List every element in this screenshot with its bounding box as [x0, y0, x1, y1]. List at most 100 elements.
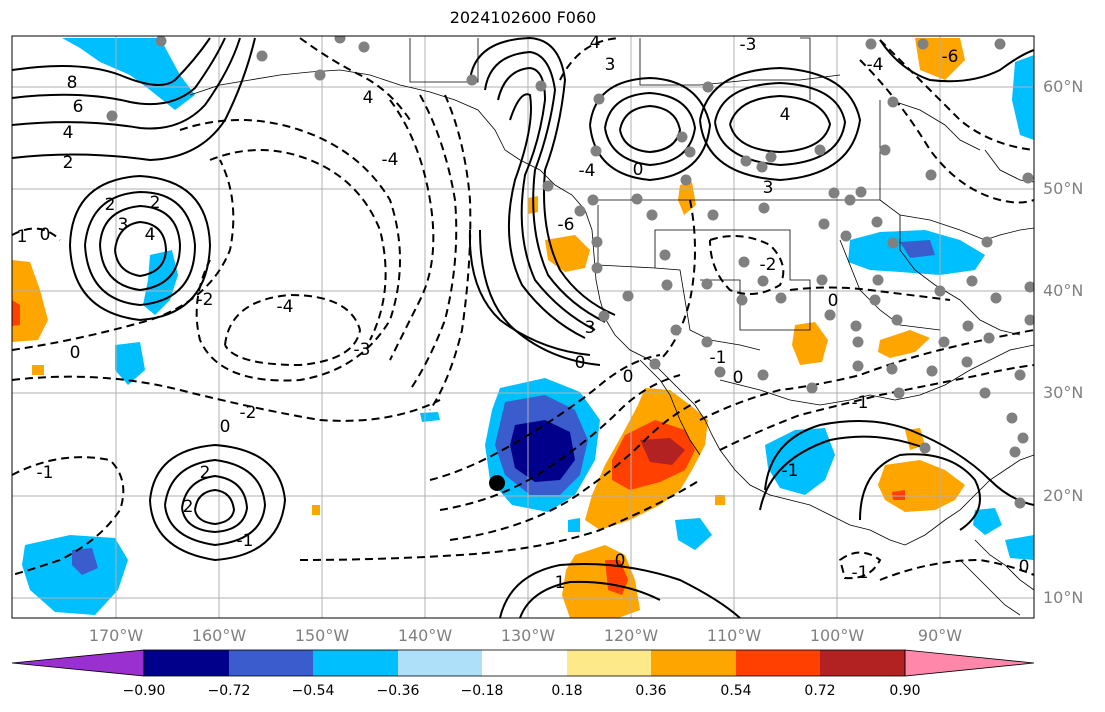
shade-red-left-edge: [12, 300, 20, 326]
shade-orange-left-edge: [12, 260, 48, 342]
contour-label: 2: [183, 497, 194, 517]
contour-label: 2: [150, 193, 161, 213]
shade-blue-tiny-b: [568, 518, 580, 532]
colorbar-extend-right: [904, 649, 1035, 677]
shaded-fields: [12, 38, 1034, 618]
contour-label: 0: [575, 353, 586, 373]
contour-south-2: [519, 580, 661, 618]
contour-label: -2: [760, 255, 777, 275]
low-center-rings-4: [299, 479, 701, 561]
contour-label-layer: 8 6 4 2 2 3 4 1 0 0 -1 2 2 2 -4 -3 -2 -2…: [17, 33, 1030, 593]
contour-label: 0: [733, 368, 744, 388]
contour-label: -1: [782, 461, 799, 481]
colorbar-frame: [143, 649, 906, 677]
contour-label: 3: [605, 55, 616, 75]
high-b-3: [164, 458, 267, 547]
plot-frame: [11, 35, 1035, 619]
lat-label: 40°N: [1043, 281, 1084, 300]
contour-label: 0: [70, 343, 81, 363]
shade-blue-right-edge: [1012, 55, 1034, 140]
contour-label: 4: [590, 33, 601, 53]
colorbar-tick: −0.36: [376, 683, 420, 699]
low-se: [838, 551, 882, 580]
contours: [12, 36, 1034, 618]
contour-label: -2: [197, 290, 214, 310]
shade-darkblue-bottom-left: [72, 548, 98, 575]
colorbar-bin: [398, 650, 482, 676]
shade-orange-tiny-mex: [715, 495, 725, 505]
contour-label: 0: [1019, 557, 1030, 577]
contour-label: -6: [558, 215, 575, 235]
high-b-5: [194, 488, 236, 526]
contour-label: -2: [240, 403, 257, 423]
high-a-4: [99, 204, 182, 292]
contour-label: -3: [740, 35, 757, 55]
low-rockies-1: [559, 37, 621, 81]
contour-label: -6: [942, 47, 959, 67]
low-center-rings: [429, 354, 661, 481]
contour-label: 0: [828, 291, 839, 311]
contour-8: [12, 37, 211, 86]
station-dots: [106, 36, 1034, 509]
lon-label: 130°W: [500, 626, 556, 645]
contour-label: 0: [623, 367, 634, 387]
colorbar-bin: [820, 650, 905, 676]
colorbar-tick: 0.90: [889, 683, 921, 699]
ridge-3: [497, 66, 596, 331]
ridge-2: [484, 50, 606, 323]
colorbar-bin: [736, 650, 820, 676]
high-b-2: [149, 443, 287, 562]
shade-darkred-center: [640, 438, 685, 465]
contour-label: 0: [220, 417, 231, 437]
contour-4: [12, 37, 241, 130]
storm-marker: [489, 475, 505, 491]
contour-label: 1: [17, 227, 28, 247]
low-center-rings-3: [449, 399, 701, 541]
low-trough-3: [209, 149, 387, 341]
contour-label: -1: [852, 393, 869, 413]
colorbar-tick: 0.18: [551, 683, 583, 699]
low-trough-1: [179, 119, 401, 382]
shade-blue-bottom-left: [22, 535, 128, 615]
contour-6: [12, 37, 226, 106]
contour-label: -4: [867, 55, 884, 75]
contour-label: -4: [277, 297, 294, 317]
contour-label: 2: [105, 195, 116, 215]
low-se-2: [879, 558, 1034, 581]
contour-label: 2: [200, 463, 211, 483]
contour-label: 4: [63, 123, 74, 143]
lon-label: 160°W: [191, 626, 247, 645]
contour-mex-1: [764, 420, 1034, 506]
map-title: 2024102600 F060: [449, 8, 597, 27]
low-trough-4: [12, 159, 235, 351]
contour-label: -3: [354, 340, 371, 360]
shade-blue-top-left: [62, 38, 195, 110]
contour-label: 4: [780, 105, 791, 125]
contour-label: 8: [67, 73, 78, 93]
low-ne-east-2: [879, 39, 1034, 151]
ridge-6: [479, 229, 601, 366]
lon-label: 110°W: [706, 626, 762, 645]
high-a-3: [84, 190, 197, 307]
contour-rt: [879, 39, 1034, 83]
shade-orange-plains: [792, 322, 828, 365]
low-trough-6: [12, 456, 125, 576]
lat-label: 60°N: [1043, 77, 1084, 96]
shade-orange-tiny-mid: [312, 505, 320, 515]
contour-label: -4: [382, 150, 399, 170]
high-b-4: [181, 474, 249, 534]
contour-label: 2: [63, 153, 74, 173]
high-a-5: [114, 220, 168, 278]
contour-label: -1: [237, 531, 254, 551]
contour-label: 6: [73, 97, 84, 117]
colorbar-tick: −0.18: [460, 683, 504, 699]
contour-label: -4: [579, 161, 596, 181]
low-far-left: [12, 227, 61, 241]
ridge-4: [507, 93, 586, 339]
high-c-inner: [619, 104, 682, 154]
colorbar-extend-left: [11, 649, 145, 677]
lat-label: 30°N: [1043, 383, 1084, 402]
low-ne-east: [859, 59, 1034, 204]
contour-label: 3: [118, 215, 129, 235]
colorbar-tick: 0.54: [720, 683, 752, 699]
